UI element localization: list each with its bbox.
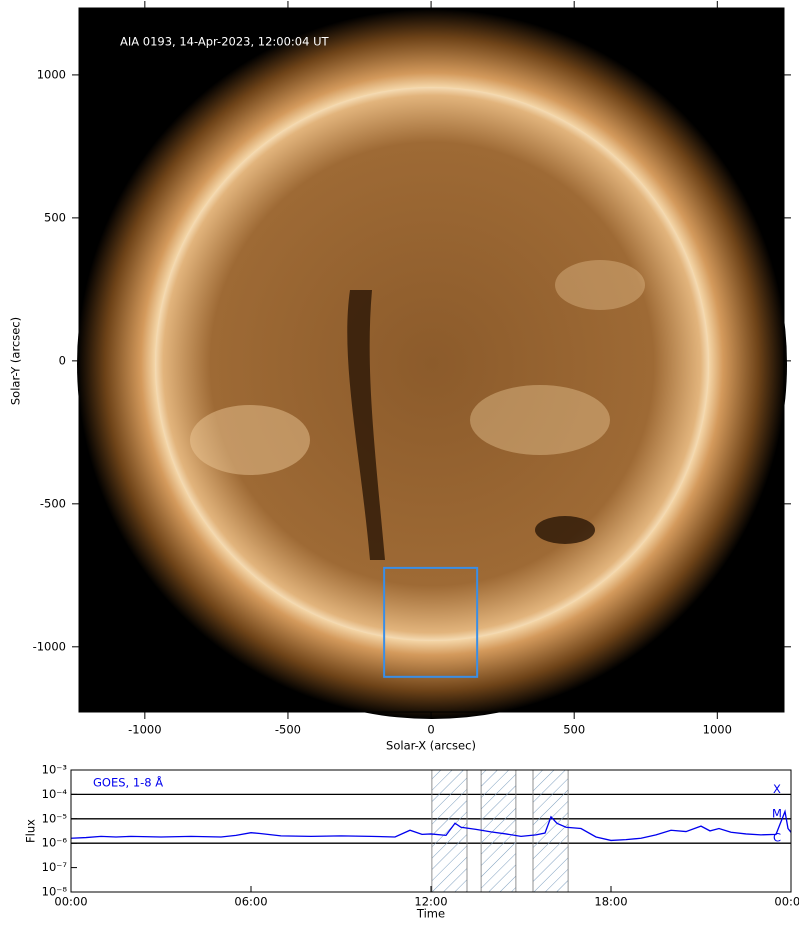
y-tick-label: 0 bbox=[59, 353, 66, 367]
x-tick-label: 00:00 bbox=[54, 895, 87, 909]
x-tick-label: 18:00 bbox=[594, 895, 627, 909]
y-tick-label: 10⁻⁶ bbox=[42, 836, 68, 850]
class-label: X bbox=[773, 782, 781, 796]
x-axis-label: Solar-X (arcsec) bbox=[386, 739, 476, 753]
y-axis-label: Solar-Y (arcsec) bbox=[9, 317, 23, 405]
x-tick-label: 1000 bbox=[703, 723, 732, 737]
y-tick-label: 10⁻⁵ bbox=[42, 811, 68, 825]
coronal-hole bbox=[535, 516, 595, 544]
x-tick-label: -500 bbox=[275, 723, 301, 737]
x-tick-label: -1000 bbox=[128, 723, 161, 737]
goes-panel: GOES, 1-8 Å Flux Time XMC 00:00 06:00 12:00… bbox=[24, 763, 799, 921]
coronal-hole bbox=[347, 290, 385, 560]
active-region bbox=[555, 260, 645, 310]
y-tick-label: 500 bbox=[44, 210, 66, 224]
x-tick-label: 0 bbox=[427, 723, 434, 737]
highlight-box bbox=[383, 566, 479, 678]
y-tick-label: 10⁻⁴ bbox=[42, 787, 68, 801]
legend-label: GOES, 1-8 Å bbox=[93, 775, 163, 790]
flux-line bbox=[70, 809, 792, 842]
class-label: C bbox=[773, 831, 781, 845]
image-annotation: AIA 0193, 14-Apr-2023, 12:00:04 UT bbox=[120, 35, 329, 49]
active-region bbox=[190, 405, 310, 475]
y-tick-label: -500 bbox=[40, 496, 66, 510]
x-axis-label: Time bbox=[416, 907, 445, 921]
y-tick-label: 1000 bbox=[37, 67, 66, 81]
solar-disk bbox=[155, 87, 709, 641]
y-tick-label: 10⁻³ bbox=[42, 763, 68, 777]
y-tick-label: 10⁻⁸ bbox=[42, 885, 68, 899]
shaded-interval bbox=[532, 769, 569, 893]
x-tick-label: 500 bbox=[563, 723, 585, 737]
x-tick-label: 12:00 bbox=[414, 895, 447, 909]
y-tick-label: 10⁻⁷ bbox=[42, 860, 68, 874]
class-label: M bbox=[772, 806, 782, 820]
y-axis-label: Flux bbox=[24, 819, 38, 843]
active-region bbox=[470, 385, 610, 455]
y-tick-label: -1000 bbox=[33, 639, 66, 653]
x-tick-label: 06:00 bbox=[234, 895, 267, 909]
image-panel: AIA 0193, 14-Apr-2023, 12:00:04 UT Solar… bbox=[9, 1, 791, 753]
x-tick-label: 00:00 bbox=[774, 895, 799, 909]
